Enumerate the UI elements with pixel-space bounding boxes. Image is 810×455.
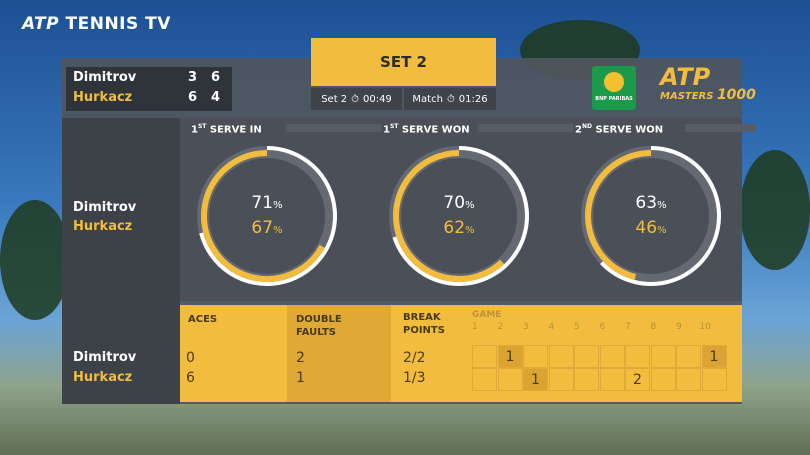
break-points-value: 2/2 <box>403 350 426 366</box>
game-number: 1 <box>472 322 478 332</box>
game-cell <box>548 368 574 391</box>
p1-percentage: 63% <box>635 193 667 213</box>
game-cell <box>650 345 676 368</box>
p2-percentage: 62% <box>443 218 475 238</box>
player-name: Hurkacz <box>73 219 133 234</box>
p2-percentage: 67% <box>251 218 283 238</box>
player-name: Dimitrov <box>73 350 137 365</box>
player-name: Dimitrov <box>73 200 137 215</box>
set-score: 3 <box>188 70 198 85</box>
game-number: 2 <box>497 322 504 332</box>
p1-percentage: 71% <box>251 193 283 213</box>
game-number: 8 <box>650 322 657 332</box>
brand-logo: ATP TENNIS TV <box>22 14 171 34</box>
game-cell <box>650 368 676 391</box>
game-number: 4 <box>548 322 555 332</box>
aces-header: ACES <box>188 314 218 325</box>
break-points-value: 1/3 <box>403 370 426 386</box>
game-cell <box>497 368 523 391</box>
aces-value: 0 <box>186 350 195 366</box>
divider <box>685 124 755 132</box>
game-cell: 1 <box>497 345 523 368</box>
set-score: 4 <box>211 90 221 105</box>
game-number: 10 <box>699 322 711 332</box>
game-cell <box>548 345 574 368</box>
p2-ring-arc <box>201 150 325 282</box>
game-number: 9 <box>676 322 682 332</box>
palm-tree <box>0 200 70 320</box>
scoreboard <box>66 67 232 111</box>
game-cell <box>574 368 599 391</box>
serve-stat-label: 1ST SERVE IN <box>191 123 262 136</box>
divider <box>286 124 381 132</box>
match-timer: Match ⏱ 01:26 <box>404 88 496 110</box>
p1-ring-arc <box>199 146 337 286</box>
double-faults-value: 2 <box>296 350 305 366</box>
set-score: 6 <box>188 90 198 105</box>
set-title: SET 2 <box>311 38 496 86</box>
stopwatch-icon: ⏱ <box>446 93 455 105</box>
stopwatch-icon: ⏱ <box>351 93 359 105</box>
p2-ring-arc <box>393 150 505 282</box>
game-label: GAME <box>472 310 502 320</box>
player-name: Hurkacz <box>73 370 133 385</box>
game-number: 7 <box>625 322 631 332</box>
game-number: 3 <box>523 322 529 332</box>
set-timer: Set 2 ⏱ 00:49 <box>311 88 402 110</box>
atp-masters-1000-logo: ATP MASTERS 1000 <box>660 63 756 103</box>
palm-tree <box>740 150 810 270</box>
match-stats <box>180 305 742 402</box>
game-cell <box>676 345 701 368</box>
game-cell <box>625 345 650 368</box>
game-cell <box>523 345 548 368</box>
p1-ring-arc <box>599 146 721 286</box>
game-cell <box>472 345 497 368</box>
p2-ring-arc <box>585 150 652 280</box>
aces-value: 6 <box>186 370 195 386</box>
game-cell: 2 <box>625 368 650 391</box>
game-number: 6 <box>599 322 606 332</box>
player-name: Dimitrov <box>73 70 137 85</box>
game-cell <box>701 368 727 391</box>
set-score: 6 <box>211 70 221 85</box>
break-points-header: BREAK POINTS <box>403 312 445 336</box>
serve-stat-label: 1ST SERVE WON <box>383 123 470 136</box>
p1-ring-arc <box>392 146 529 286</box>
game-cell <box>599 368 625 391</box>
serve-stat-label: 2ND SERVE WON <box>575 123 664 136</box>
divider <box>478 124 573 132</box>
double-faults-value: 1 <box>296 370 305 386</box>
game-cell: 1 <box>701 345 727 368</box>
p2-percentage: 46% <box>635 218 667 238</box>
game-cell <box>676 368 701 391</box>
game-cell <box>599 345 625 368</box>
bnp-paribas-open-logo: BNP PARIBAS <box>592 66 636 110</box>
game-cell: 1 <box>523 368 548 391</box>
game-cell <box>472 368 497 391</box>
game-cell <box>574 345 599 368</box>
player-name: Hurkacz <box>73 90 133 105</box>
p1-percentage: 70% <box>443 193 475 213</box>
double-faults-header: DOUBLE FAULTS <box>296 314 342 338</box>
game-number: 5 <box>574 322 580 332</box>
